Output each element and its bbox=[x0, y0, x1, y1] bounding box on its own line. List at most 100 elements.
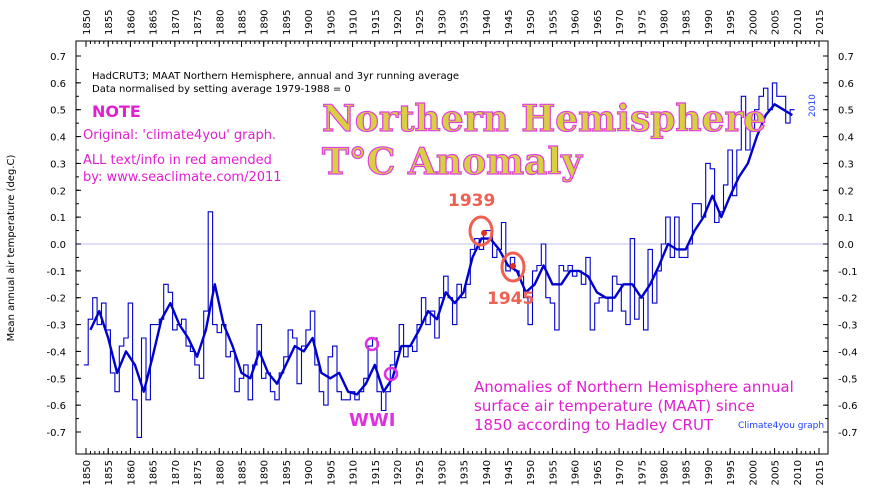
y-tick-label-right: -0.4 bbox=[838, 347, 858, 358]
y-tick-label-left: 0.5 bbox=[50, 106, 66, 117]
x-tick-label-top: 1975 bbox=[637, 10, 648, 35]
x-tick-label-top: 1905 bbox=[326, 10, 337, 35]
y-axis-label: Mean annual air temperature (deg.C) bbox=[6, 155, 17, 342]
x-tick-label-top: 1985 bbox=[682, 10, 693, 35]
x-tick-label-top: 1990 bbox=[704, 10, 715, 35]
x-tick-label-bottom: 1940 bbox=[482, 460, 493, 485]
note-line-1: Original: 'climate4you' graph. bbox=[83, 128, 276, 143]
circle-1939 bbox=[468, 215, 494, 247]
x-tick-label-top: 2005 bbox=[771, 10, 782, 35]
x-tick-label-top: 1855 bbox=[104, 10, 115, 35]
y-tick-label-right: 0.1 bbox=[838, 213, 854, 224]
x-tick-label-top: 1960 bbox=[571, 10, 582, 35]
x-tick-label-bottom: 2010 bbox=[793, 460, 804, 485]
x-tick-label-top: 1945 bbox=[504, 10, 515, 35]
x-tick-label-top: 2010 bbox=[793, 10, 804, 35]
y-axis-right: 0.7 0.6 0.5 0.4 0.3 0.2 0.1 0.0 -0.1 -0.2 -0.3 -0.4… bbox=[823, 52, 858, 439]
y-tick-label-right: -0.2 bbox=[838, 294, 858, 305]
x-tick-label-bottom: 1975 bbox=[637, 460, 648, 485]
x-tick-label-top: 1980 bbox=[660, 10, 671, 35]
bottom-note-line-2: surface air temperature (MAAT) since bbox=[474, 397, 755, 415]
x-axis-bottom: 1850 1855 1860 1865 1870 1875 1880 1885 1890 1895… bbox=[82, 448, 826, 485]
source-line-2: Data normalised by setting average 1979-… bbox=[92, 84, 351, 95]
y-tick-label-left: 0.4 bbox=[50, 133, 66, 144]
y-tick-label-left: -0.4 bbox=[46, 347, 66, 358]
y-tick-label-right: 0.0 bbox=[838, 240, 854, 251]
y-tick-label-right: 0.4 bbox=[838, 133, 854, 144]
x-tick-label-top: 1915 bbox=[371, 10, 382, 35]
x-tick-label-top: 1965 bbox=[593, 10, 604, 35]
x-tick-label-bottom: 1925 bbox=[415, 460, 426, 485]
x-tick-label-top: 1900 bbox=[304, 10, 315, 35]
x-tick-label-top: 1950 bbox=[526, 10, 537, 35]
x-tick-label-top: 1860 bbox=[126, 10, 137, 35]
plot-frame bbox=[75, 40, 829, 455]
x-tick-label-bottom: 1965 bbox=[593, 460, 604, 485]
year-2010-label: 2010 bbox=[808, 94, 818, 117]
source-line-1: HadCRUT3; MAAT Northern Hemisphere, annu… bbox=[92, 71, 459, 82]
y-axis-left: 0.7 0.6 0.5 0.4 0.3 0.2 0.1 0.0 -0.1 -0.2 -0.3 -0.4… bbox=[46, 52, 81, 439]
y-tick-label-left: 0.6 bbox=[50, 79, 66, 90]
x-tick-label-bottom: 1885 bbox=[237, 460, 248, 485]
note-line-2: ALL text/info in red amended bbox=[83, 153, 272, 168]
y-tick-label-right: 0.3 bbox=[838, 159, 854, 170]
y-tick-label-right: -0.5 bbox=[838, 374, 858, 385]
x-tick-label-top: 1875 bbox=[193, 10, 204, 35]
x-tick-label-top: 1880 bbox=[215, 10, 226, 35]
x-tick-label-top: 1920 bbox=[393, 10, 404, 35]
big-title-line-2: T°C Anomaly bbox=[322, 141, 583, 183]
note-line-3: by: www.seaclimate.com/2011 bbox=[83, 170, 282, 185]
x-tick-label-bottom: 1860 bbox=[126, 460, 137, 485]
x-tick-label-top: 1850 bbox=[82, 10, 93, 35]
x-tick-label-bottom: 1870 bbox=[171, 460, 182, 485]
y-tick-label-left: -0.5 bbox=[46, 374, 66, 385]
x-tick-label-bottom: 1865 bbox=[149, 460, 160, 485]
x-tick-label-bottom: 1910 bbox=[349, 460, 360, 485]
x-tick-label-top: 1885 bbox=[237, 10, 248, 35]
x-tick-label-top: 1895 bbox=[282, 10, 293, 35]
y-tick-label-left: 0.3 bbox=[50, 159, 66, 170]
x-tick-label-bottom: 1890 bbox=[260, 460, 271, 485]
bottom-note-line-1: Anomalies of Northern Hemisphere annual bbox=[474, 378, 794, 396]
x-tick-label-top: 1955 bbox=[548, 10, 559, 35]
x-tick-label-top: 1925 bbox=[415, 10, 426, 35]
y-tick-label-left: 0.2 bbox=[50, 186, 66, 197]
x-tick-label-top: 1930 bbox=[437, 10, 448, 35]
x-tick-label-top: 1870 bbox=[171, 10, 182, 35]
x-tick-label-bottom: 2000 bbox=[748, 460, 759, 485]
x-tick-label-top: 1865 bbox=[149, 10, 160, 35]
x-tick-label-top: 1935 bbox=[460, 10, 471, 35]
x-tick-label-bottom: 1850 bbox=[82, 460, 93, 485]
x-tick-label-top: 1940 bbox=[482, 10, 493, 35]
dot-1939 bbox=[481, 230, 487, 236]
label-1945: 1945 bbox=[487, 289, 534, 309]
x-tick-label-bottom: 1880 bbox=[215, 460, 226, 485]
y-tick-label-right: 0.5 bbox=[838, 106, 854, 117]
big-title-line-1: Northern Hemisphere bbox=[322, 98, 766, 140]
x-tick-label-bottom: 2005 bbox=[771, 460, 782, 485]
circle-1945 bbox=[500, 251, 526, 283]
y-tick-label-right: 0.7 bbox=[838, 52, 854, 63]
series-layer bbox=[76, 82, 828, 438]
y-tick-label-left: 0.1 bbox=[50, 213, 66, 224]
x-tick-label-bottom: 1970 bbox=[615, 460, 626, 485]
x-tick-label-top: 1910 bbox=[349, 10, 360, 35]
x-tick-label-bottom: 1855 bbox=[104, 460, 115, 485]
x-tick-label-top: 2000 bbox=[748, 10, 759, 35]
x-tick-label-top: 1970 bbox=[615, 10, 626, 35]
x-tick-label-bottom: 1915 bbox=[371, 460, 382, 485]
label-1939: 1939 bbox=[448, 191, 495, 211]
x-tick-label-bottom: 1960 bbox=[571, 460, 582, 485]
x-tick-label-bottom: 1955 bbox=[548, 460, 559, 485]
bottom-note-line-3: 1850 according to Hadley CRUT bbox=[474, 416, 714, 434]
x-axis-top: 1850 1855 1860 1865 1870 1875 1880 1885 1890 1895… bbox=[82, 10, 826, 47]
x-tick-label-bottom: 1995 bbox=[726, 460, 737, 485]
y-tick-label-right: -0.3 bbox=[838, 321, 858, 332]
wwi-circle-2 bbox=[383, 366, 399, 382]
x-tick-label-bottom: 2015 bbox=[815, 460, 826, 485]
credit-label: Climate4you graph bbox=[738, 421, 824, 431]
series-annual-line bbox=[83, 82, 795, 438]
y-tick-label-right: -0.6 bbox=[838, 401, 858, 412]
x-tick-label-bottom: 1920 bbox=[393, 460, 404, 485]
